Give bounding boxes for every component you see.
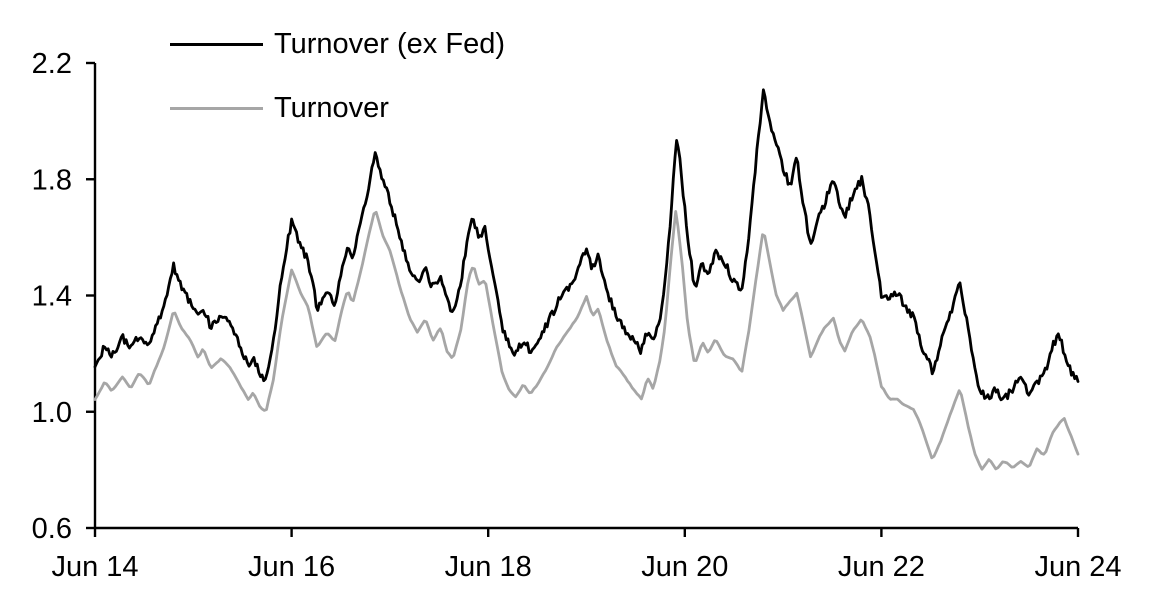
legend: Turnover (ex Fed) Turnover xyxy=(170,26,505,154)
legend-label-turnover: Turnover xyxy=(274,91,389,124)
y-tick-label: 1.8 xyxy=(32,164,72,196)
legend-line-sample-black xyxy=(170,42,263,46)
y-tick-label: 0.6 xyxy=(32,513,72,545)
legend-item-turnover: Turnover xyxy=(170,90,505,126)
x-tick-label: Jun 20 xyxy=(641,551,728,583)
x-tick-label: Jun 14 xyxy=(51,551,138,583)
x-tick-label: Jun 24 xyxy=(1034,551,1121,583)
y-tick-label: 1.0 xyxy=(32,397,72,429)
series-line-turnover xyxy=(93,210,1080,471)
legend-item-turnover-ex-fed: Turnover (ex Fed) xyxy=(170,26,505,62)
legend-label-turnover-ex-fed: Turnover (ex Fed) xyxy=(274,27,505,60)
y-tick-label: 2.2 xyxy=(32,48,72,80)
x-tick-label: Jun 22 xyxy=(838,551,925,583)
x-tick-label: Jun 16 xyxy=(248,551,335,583)
legend-line-sample-gray xyxy=(170,106,263,110)
y-tick-label: 1.4 xyxy=(32,281,72,313)
series-line-turnover-ex-fed xyxy=(93,88,1080,402)
x-tick-label: Jun 18 xyxy=(445,551,532,583)
